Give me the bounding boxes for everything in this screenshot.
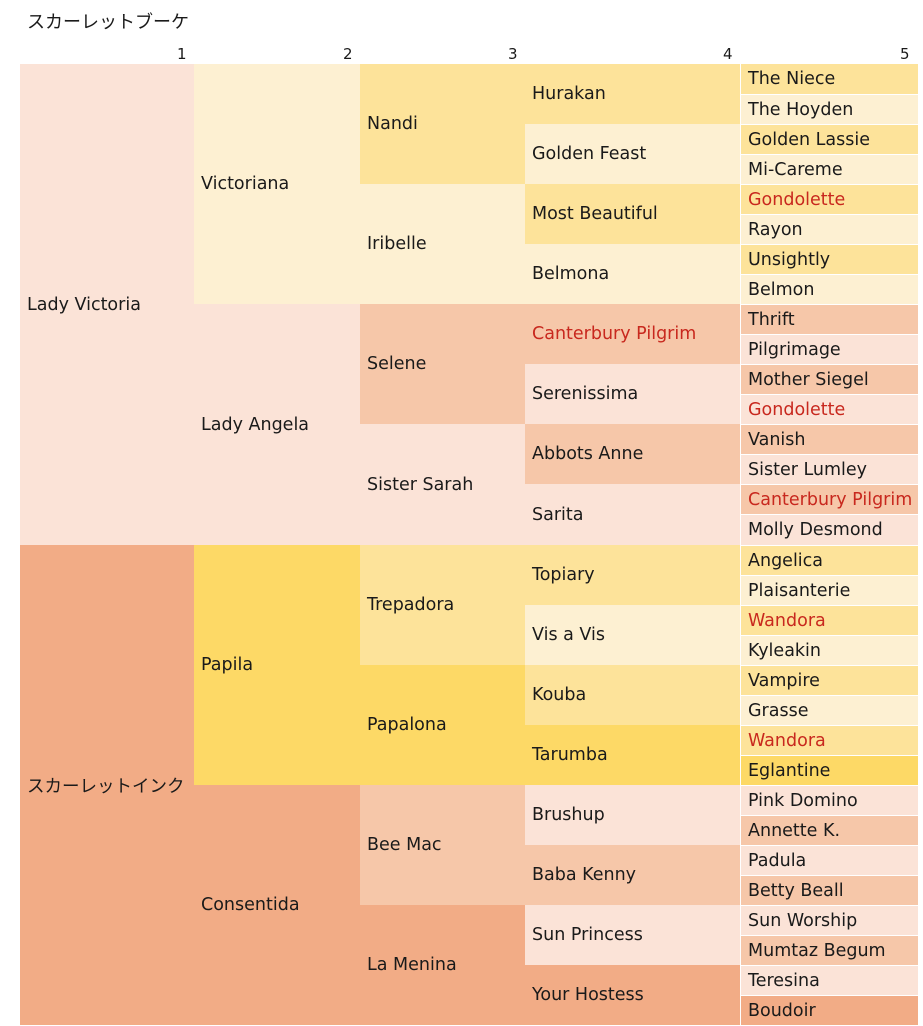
- pedigree-cell-gen5: Padula: [740, 845, 918, 875]
- pedigree-cell-gen2: Consentida: [194, 785, 360, 1025]
- pedigree-cell-gen5: The Niece: [740, 64, 918, 94]
- pedigree-cell-gen5: Thrift: [740, 304, 918, 334]
- pedigree-cell-gen5: Unsightly: [740, 244, 918, 274]
- pedigree-chart: Lady Victoria Victoriana Nandi Hurakan The N…: [20, 64, 918, 1025]
- pedigree-cell-gen5: Vampire: [740, 665, 918, 695]
- generation-label-5: 5: [900, 45, 910, 63]
- generation-label-3: 3: [508, 45, 518, 63]
- pedigree-cell-gen4: Vis a Vis: [525, 605, 740, 665]
- pedigree-cell-gen1: Lady Victoria: [20, 64, 194, 545]
- pedigree-cell-gen2: Lady Angela: [194, 304, 360, 545]
- pedigree-cell-gen5: Mother Siegel: [740, 364, 918, 394]
- pedigree-cell-gen2: Victoriana: [194, 64, 360, 304]
- pedigree-cell-gen5: Annette K.: [740, 815, 918, 845]
- pedigree-cell-gen2: Papila: [194, 545, 360, 785]
- pedigree-cell-gen5: Betty Beall: [740, 875, 918, 905]
- pedigree-cell-gen3: Papalona: [360, 665, 525, 785]
- pedigree-cell-gen5: Belmon: [740, 274, 918, 304]
- generation-label-2: 2: [343, 45, 353, 63]
- pedigree-cell-gen5: Gondolette: [740, 184, 918, 214]
- pedigree-cell-gen4: Golden Feast: [525, 124, 740, 184]
- pedigree-cell-gen3: Sister Sarah: [360, 424, 525, 545]
- generation-label-1: 1: [177, 45, 187, 63]
- pedigree-cell-gen4: Kouba: [525, 665, 740, 725]
- pedigree-cell-gen5: Gondolette: [740, 394, 918, 424]
- pedigree-cell-gen5: Kyleakin: [740, 635, 918, 665]
- pedigree-cell-gen5: Molly Desmond: [740, 514, 918, 545]
- pedigree-cell-gen5: Pilgrimage: [740, 334, 918, 364]
- pedigree-cell-gen3: Bee Mac: [360, 785, 525, 905]
- chart-title: スカーレットブーケ: [27, 12, 189, 33]
- pedigree-cell-gen4: Belmona: [525, 244, 740, 304]
- pedigree-cell-gen5: Vanish: [740, 424, 918, 454]
- pedigree-cell-gen3: La Menina: [360, 905, 525, 1025]
- pedigree-cell-gen1: スカーレットインク: [20, 545, 194, 1025]
- pedigree-cell-gen3: Selene: [360, 304, 525, 424]
- pedigree-cell-gen5: Eglantine: [740, 755, 918, 785]
- pedigree-cell-gen5: Wandora: [740, 605, 918, 635]
- pedigree-cell-gen5: Golden Lassie: [740, 124, 918, 154]
- pedigree-cell-gen3: Nandi: [360, 64, 525, 184]
- pedigree-cell-gen5: Angelica: [740, 545, 918, 575]
- pedigree-cell-gen3: Iribelle: [360, 184, 525, 304]
- pedigree-cell-gen5: Pink Domino: [740, 785, 918, 815]
- pedigree-cell-gen5: The Hoyden: [740, 94, 918, 124]
- pedigree-cell-gen5: Mi-Careme: [740, 154, 918, 184]
- pedigree-cell-gen4: Most Beautiful: [525, 184, 740, 244]
- generation-label-4: 4: [723, 45, 733, 63]
- pedigree-cell-gen5: Canterbury Pilgrim: [740, 484, 918, 514]
- pedigree-cell-gen5: Teresina: [740, 965, 918, 995]
- pedigree-cell-gen5: Plaisanterie: [740, 575, 918, 605]
- pedigree-cell-gen5: Mumtaz Begum: [740, 935, 918, 965]
- pedigree-cell-gen4: Brushup: [525, 785, 740, 845]
- pedigree-cell-gen4: Topiary: [525, 545, 740, 605]
- pedigree-cell-gen4: Canterbury Pilgrim: [525, 304, 740, 364]
- pedigree-cell-gen4: Hurakan: [525, 64, 740, 124]
- pedigree-cell-gen4: Your Hostess: [525, 965, 740, 1025]
- pedigree-cell-gen4: Serenissima: [525, 364, 740, 424]
- pedigree-cell-gen4: Baba Kenny: [525, 845, 740, 905]
- pedigree-cell-gen5: Wandora: [740, 725, 918, 755]
- pedigree-cell-gen5: Sister Lumley: [740, 454, 918, 484]
- pedigree-cell-gen5: Grasse: [740, 695, 918, 725]
- pedigree-cell-gen4: Sarita: [525, 484, 740, 545]
- pedigree-cell-gen5: Boudoir: [740, 995, 918, 1025]
- pedigree-cell-gen4: Tarumba: [525, 725, 740, 785]
- pedigree-cell-gen3: Trepadora: [360, 545, 525, 665]
- pedigree-cell-gen5: Sun Worship: [740, 905, 918, 935]
- pedigree-cell-gen5: Rayon: [740, 214, 918, 244]
- pedigree-cell-gen4: Abbots Anne: [525, 424, 740, 484]
- pedigree-cell-gen4: Sun Princess: [525, 905, 740, 965]
